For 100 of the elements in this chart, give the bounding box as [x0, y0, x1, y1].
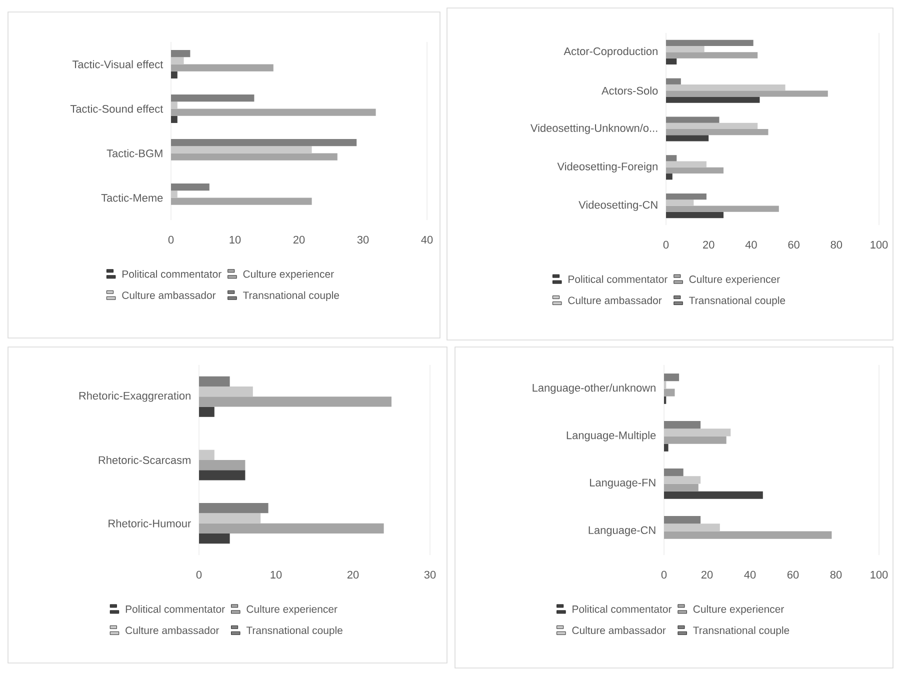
bar [199, 523, 384, 534]
x-tick-label: 30 [357, 236, 369, 244]
bar [666, 116, 720, 123]
bar [664, 436, 726, 444]
bar [171, 190, 178, 198]
y-tick-label: Tactic-BGM [106, 149, 162, 158]
x-tick-label: 40 [745, 240, 757, 249]
bar [666, 135, 709, 142]
bar [666, 128, 768, 136]
bar [664, 374, 680, 382]
x-tick-label: 0 [661, 570, 667, 579]
bar [171, 153, 338, 160]
y-tick-label: Rhetoric-Exaggreration [79, 392, 190, 402]
x-tick-label: 10 [230, 236, 241, 244]
bar [171, 50, 190, 58]
x-tick-label: 20 [703, 240, 714, 249]
bar [171, 146, 312, 154]
bar [171, 108, 376, 116]
x-tick-label: 0 [196, 570, 202, 579]
bar [199, 396, 392, 407]
bar [199, 470, 246, 480]
bar [664, 444, 668, 452]
legend-label: Transnational couple [689, 296, 786, 306]
legend-label: Political commentator [568, 275, 668, 283]
bar [666, 212, 724, 218]
legend-label: Transnational couple [246, 626, 342, 636]
bar [666, 167, 724, 174]
bar [666, 40, 754, 46]
x-tick-label: 80 [830, 240, 842, 249]
legend-label: Political commentator [122, 270, 222, 278]
x-tick-label: 40 [421, 236, 433, 244]
x-tick-label: 60 [787, 570, 799, 579]
bar [664, 531, 832, 539]
bar [666, 206, 779, 212]
bar [666, 174, 672, 180]
y-tick-label: Videosetting-Unknown/o... [530, 124, 658, 134]
x-tick-label: 0 [663, 240, 669, 249]
bar [664, 484, 698, 492]
bar [171, 57, 184, 64]
bar [666, 84, 786, 91]
legend-label: Political commentator [126, 605, 225, 613]
x-tick-label: 20 [293, 236, 305, 244]
legend-label: Transnational couple [693, 626, 790, 636]
bar [171, 64, 274, 72]
bar [666, 52, 758, 58]
y-tick-label: Tactic-Sound effect [70, 104, 164, 113]
bar [199, 503, 268, 514]
y-tick-label: Actors-Solo [602, 86, 658, 95]
y-tick-label: Language-other/unknown [532, 384, 656, 394]
legend-label: Culture ambassador [568, 296, 662, 304]
y-tick-label: Videosetting-CN [578, 200, 658, 211]
bar [664, 476, 701, 484]
bar [171, 184, 210, 191]
bar [666, 200, 694, 206]
y-tick-label: Language-Multiple [566, 431, 656, 442]
x-tick-label: 40 [744, 570, 756, 579]
legend-label: Culture ambassador [126, 626, 220, 634]
y-tick-label: Tactic-Visual effect [72, 60, 164, 68]
x-tick-label: 30 [424, 570, 436, 579]
bar [666, 90, 828, 97]
bar [666, 46, 704, 52]
x-tick-label: 20 [347, 570, 359, 579]
x-tick-label: 60 [788, 240, 800, 249]
bar [664, 428, 731, 436]
bar [664, 524, 720, 532]
bar [199, 376, 230, 387]
bar [666, 58, 677, 64]
bar [664, 516, 701, 524]
bar [664, 388, 675, 396]
bar [666, 96, 760, 103]
y-tick-label: Actor-Coproduction [564, 47, 658, 58]
bar [664, 468, 684, 476]
legend-label: Culture ambassador [572, 626, 666, 634]
bar [664, 491, 763, 499]
legend-label: Culture experiencer [246, 605, 338, 615]
x-tick-label: 80 [830, 570, 842, 579]
y-tick-label: Rhetoric-Scarcasm [98, 456, 190, 464]
legend-label: Transnational couple [243, 291, 340, 302]
bar [666, 122, 758, 129]
bar [666, 155, 677, 162]
bar [664, 421, 701, 429]
bar [171, 139, 357, 146]
bar [666, 161, 706, 168]
bar [199, 386, 253, 397]
legend-label: Political commentator [572, 605, 672, 613]
legend-label: Culture experiencer [693, 605, 784, 615]
y-tick-label: Language-FN [590, 478, 656, 489]
y-tick-label: Tactic-Meme [101, 194, 163, 202]
y-tick-label: Videosetting-Foreign [557, 162, 658, 172]
y-tick-label: Language-CN [588, 526, 656, 536]
x-tick-label: 100 [870, 570, 888, 579]
bar [199, 406, 214, 417]
bar [171, 94, 254, 102]
bar [171, 116, 178, 123]
bar [199, 450, 214, 460]
bar [666, 193, 706, 200]
y-tick-label: Rhetoric-Humour [108, 519, 191, 528]
x-tick-label: 100 [870, 240, 888, 249]
x-tick-label: 0 [168, 236, 174, 244]
bar [171, 198, 312, 205]
